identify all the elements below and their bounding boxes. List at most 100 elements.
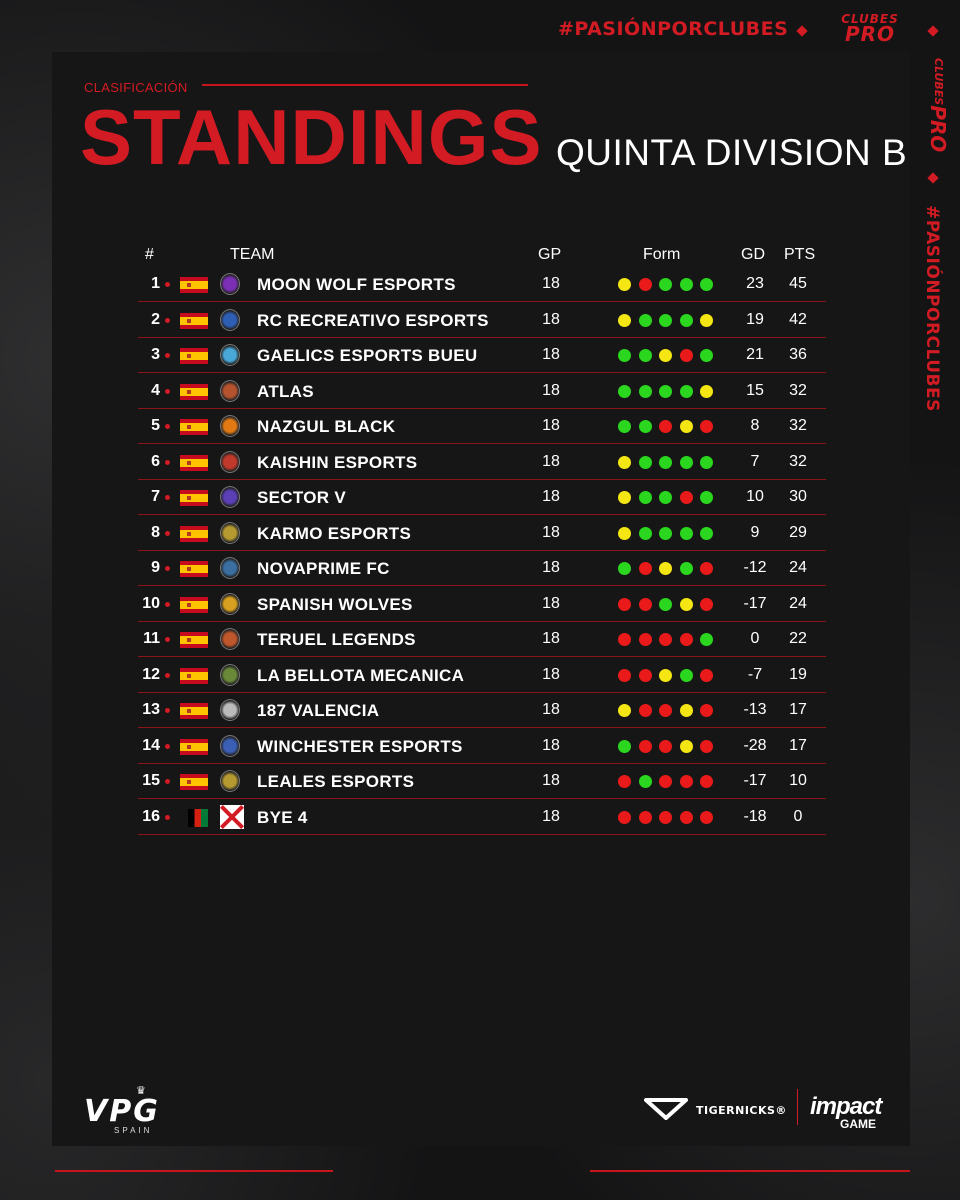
table-row: 9 NOVAPRIME FC 18 -12 24: [138, 551, 826, 586]
games-played: 18: [542, 772, 560, 789]
col-pos: #: [145, 246, 154, 263]
form-loss-dot: [700, 562, 713, 575]
form-draw-dot: [700, 313, 713, 327]
spain-flag-icon: [180, 738, 208, 755]
games-played: 18: [542, 488, 560, 505]
tigernicks-logo: TIGERNICKS®: [644, 1092, 786, 1132]
points: 24: [789, 594, 807, 612]
team-crest-icon: [220, 557, 240, 579]
clubes-pro-logo: CLUBES PRO: [830, 13, 910, 44]
form-win-dot: [700, 278, 713, 291]
vpg-logo-sub: SPAIN: [114, 1126, 153, 1135]
bullet-icon: [165, 743, 170, 749]
form-indicators: [618, 313, 718, 328]
row-position: 4: [151, 381, 160, 399]
bullet-icon: [165, 672, 170, 678]
team-name: NAZGUL BLACK: [257, 417, 396, 436]
form-win-dot: [679, 313, 693, 327]
games-played: 18: [542, 417, 560, 434]
row-position: 1: [151, 275, 160, 292]
col-form: Form: [643, 246, 681, 263]
form-draw-dot: [659, 349, 672, 362]
form-win-dot: [638, 420, 652, 433]
team-name: MOON WOLF ESPORTS: [257, 275, 456, 294]
bullet-icon: [165, 424, 170, 429]
form-indicators: [618, 810, 718, 825]
team-crest-icon: [220, 344, 240, 366]
team-crest-icon: [220, 308, 240, 331]
table-row: 1 MOON WOLF ESPORTS 18 23 45: [138, 267, 826, 302]
form-win-dot: [700, 526, 713, 540]
table-row: 6 KAISHIN ESPORTS 18 7 32: [138, 445, 826, 480]
team-crest-icon: [220, 804, 244, 829]
games-played: 18: [542, 452, 560, 470]
form-win-dot: [618, 739, 631, 753]
form-indicators: [618, 420, 718, 434]
side-logo-top: CLUBES: [932, 58, 945, 106]
crown-icon: ♛: [136, 1085, 146, 1097]
team-name: 187 VALENCIA: [257, 701, 380, 720]
table-row: 16 BYE 4 18 -18 0: [138, 800, 826, 835]
spain-flag-icon: [180, 525, 208, 542]
form-draw-dot: [679, 739, 693, 753]
form-win-dot: [659, 597, 672, 611]
team-crest-icon: [220, 521, 240, 544]
form-loss-dot: [659, 739, 672, 753]
row-position: 3: [151, 346, 160, 363]
table-header: # TEAM GP Form GD PTS: [0, 246, 960, 266]
form-indicators: [618, 384, 718, 399]
impact-game-logo: impact GAME: [810, 1087, 890, 1132]
form-win-dot: [618, 349, 631, 362]
impact-logo-main: impact: [810, 1093, 882, 1120]
side-logo-bottom: PRO: [926, 105, 950, 153]
subtitle: CLASIFICACIÓN: [84, 80, 188, 95]
team-crest-icon: [220, 273, 240, 295]
form-win-dot: [659, 313, 672, 327]
points: 22: [789, 630, 807, 647]
page-title: STANDINGS: [80, 93, 543, 181]
points: 42: [789, 310, 807, 328]
bullet-icon: [165, 566, 170, 571]
bullet-icon: [165, 708, 170, 713]
form-win-dot: [638, 775, 652, 788]
form-draw-dot: [679, 704, 693, 717]
form-draw-dot: [679, 420, 693, 433]
team-crest-icon: [220, 734, 240, 757]
points: 24: [789, 559, 807, 576]
table-row: 4 ATLAS 18 15 32: [138, 374, 826, 409]
team-name: LA BELLOTA MECANICA: [257, 665, 465, 685]
table-row: 3 GAELICS ESPORTS BUEU 18 21 36: [138, 338, 826, 373]
form-loss-dot: [618, 810, 631, 824]
team-name: GAELICS ESPORTS BUEU: [257, 346, 478, 365]
row-position: 8: [151, 523, 160, 541]
form-indicators: [618, 633, 718, 647]
vpg-logo: ♛ VPG SPAIN: [84, 1085, 199, 1135]
goal-difference: 19: [746, 310, 764, 328]
table-row: 11 TERUEL LEGENDS 18 0 22: [138, 622, 826, 657]
points: 10: [789, 772, 807, 789]
form-indicators: [618, 597, 718, 612]
form-win-dot: [679, 455, 693, 469]
vpg-logo-main: VPG: [84, 1094, 160, 1129]
spain-flag-icon: [180, 490, 208, 506]
impact-logo-sub: GAME: [840, 1117, 876, 1131]
spain-flag-icon: [180, 561, 208, 577]
form-loss-dot: [659, 633, 672, 646]
team-crest-icon: [220, 592, 240, 615]
form-loss-dot: [679, 349, 693, 362]
division-name: QUINTA DIVISION B: [556, 132, 908, 173]
bullet-icon: [165, 459, 170, 465]
games-played: 18: [542, 807, 560, 825]
row-position: 10: [142, 594, 160, 612]
form-win-dot: [659, 455, 672, 469]
footer-line-right: [590, 1170, 910, 1172]
bullet-icon: [165, 353, 170, 358]
games-played: 18: [542, 701, 560, 718]
goal-difference: -28: [743, 736, 767, 754]
goal-difference: 0: [750, 630, 760, 647]
form-loss-dot: [679, 775, 693, 788]
games-played: 18: [542, 736, 560, 754]
games-played: 18: [542, 523, 560, 541]
form-win-dot: [618, 562, 631, 575]
form-loss-dot: [700, 775, 713, 788]
